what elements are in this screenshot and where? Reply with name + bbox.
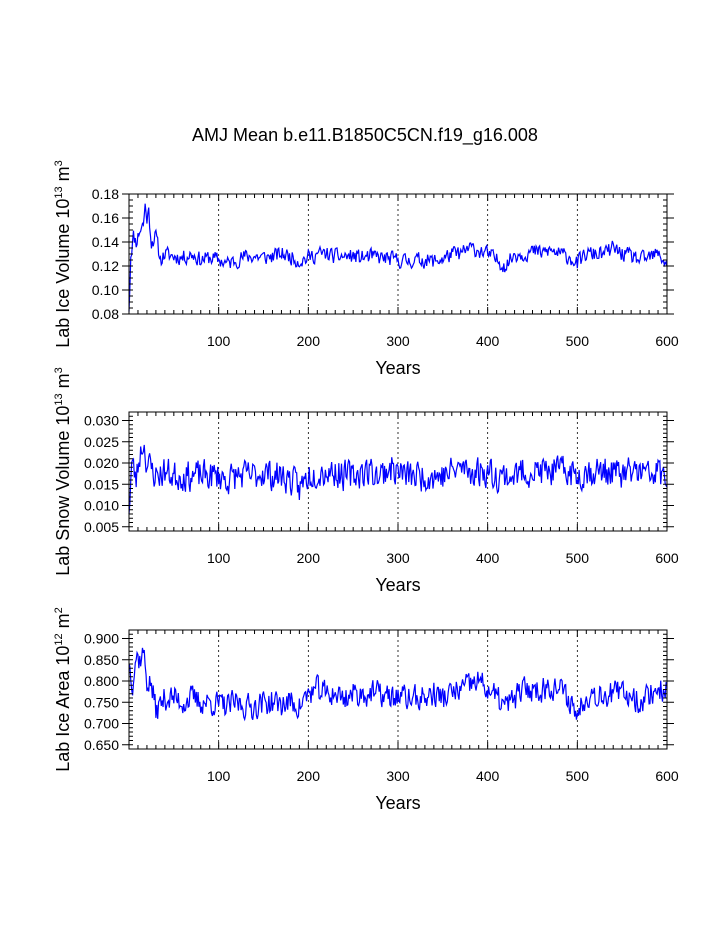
series-line-1	[128, 444, 668, 515]
y-tick-label: 0.850	[84, 652, 119, 668]
x-tick-label: 400	[476, 333, 500, 349]
x-axis-label: Years	[375, 575, 420, 595]
series-line-1	[128, 203, 668, 312]
y-tick-label: 0.08	[92, 306, 119, 322]
x-tick-label: 300	[386, 333, 410, 349]
y-tick-label: 0.020	[84, 455, 119, 471]
x-tick-label: 200	[297, 550, 321, 566]
y-tick-label: 0.010	[84, 498, 119, 514]
x-tick-label: 200	[297, 768, 321, 784]
x-tick-label: 400	[476, 550, 500, 566]
y-tick-label: 0.10	[92, 282, 119, 298]
y-tick-label: 0.18	[92, 186, 119, 202]
y-tick-label: 0.030	[84, 413, 119, 429]
y-tick-label: 0.14	[92, 234, 119, 250]
y-tick-label: 0.12	[92, 258, 119, 274]
series-line-1	[128, 647, 668, 722]
x-axis-label: Years	[375, 793, 420, 813]
x-tick-label: 100	[207, 550, 231, 566]
x-tick-label: 600	[655, 550, 679, 566]
y-tick-label: 0.800	[84, 673, 119, 689]
x-tick-label: 100	[207, 768, 231, 784]
x-tick-label: 600	[655, 333, 679, 349]
x-tick-label: 500	[566, 550, 590, 566]
x-tick-label: 200	[297, 333, 321, 349]
y-axis-label: Lab Ice Volume 1013 m3	[53, 160, 73, 347]
x-axis-label: Years	[375, 358, 420, 378]
chart-panel-2: 100 200 300 400 500 600 0.005 0.010 0.015 0.020 0.…	[53, 367, 679, 595]
y-tick-label: 0.750	[84, 694, 119, 710]
x-tick-label: 300	[386, 768, 410, 784]
figure-title: AMJ Mean b.e11.B1850C5CN.f19_g16.008	[192, 125, 538, 146]
y-tick-label: 0.16	[92, 210, 119, 226]
chart-panel-3: 100 200 300 400 500 600 0.650 0.700 0.750 0.800 0.…	[53, 607, 679, 813]
panels: 100 200 300 400 500 600 0.08 0.10 0.12 0.14 0.16 0.…	[53, 160, 679, 813]
chart-panel-1: 100 200 300 400 500 600 0.08 0.10 0.12 0.14 0.16 0.…	[53, 160, 679, 378]
x-tick-label: 300	[386, 550, 410, 566]
y-tick-label: 0.900	[84, 631, 119, 647]
y-tick-label: 0.650	[84, 737, 119, 753]
x-tick-label: 400	[476, 768, 500, 784]
x-tick-label: 100	[207, 333, 231, 349]
y-tick-label: 0.025	[84, 434, 119, 450]
y-axis-label: Lab Ice Area 1012 m2	[53, 607, 73, 771]
x-tick-label: 500	[566, 333, 590, 349]
y-tick-label: 0.700	[84, 716, 119, 732]
y-tick-label: 0.005	[84, 519, 119, 535]
x-tick-label: 600	[655, 768, 679, 784]
y-axis-label: Lab Snow Volume 1013 m3	[53, 367, 73, 576]
x-tick-label: 500	[566, 768, 590, 784]
y-tick-label: 0.015	[84, 476, 119, 492]
